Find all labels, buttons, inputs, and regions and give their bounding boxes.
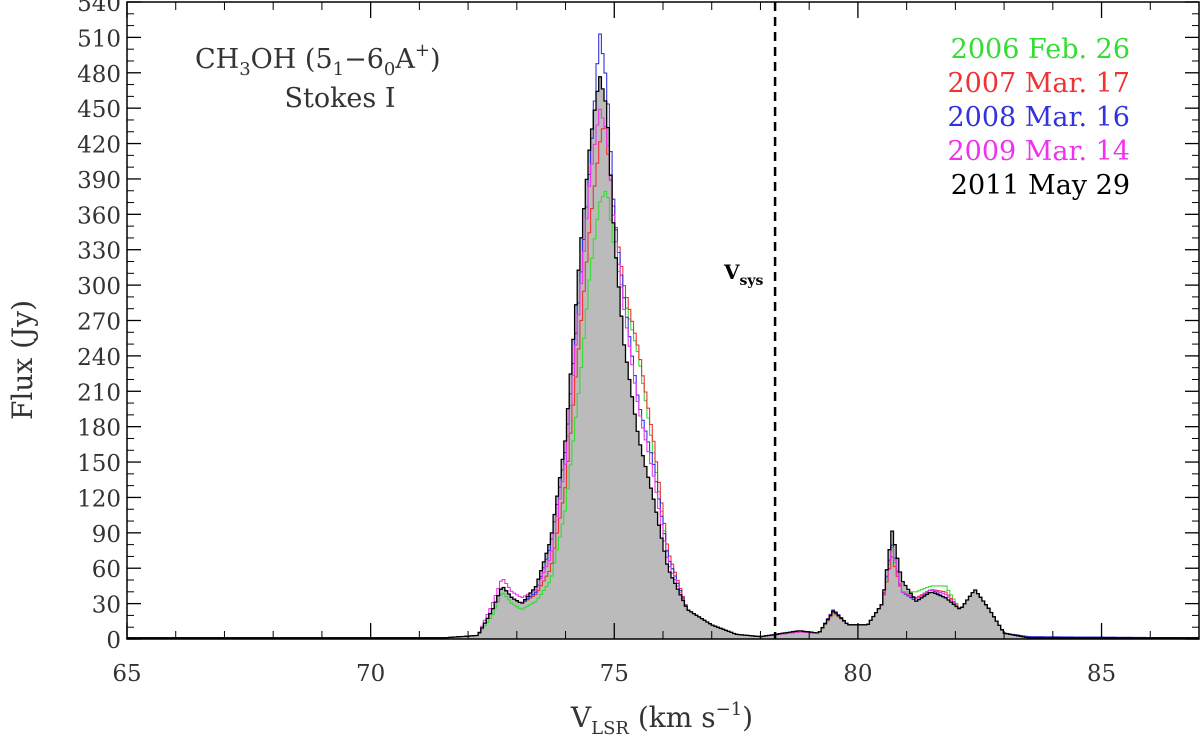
y-tick-label: 540	[77, 0, 121, 17]
title-sub-1: 1	[333, 59, 344, 80]
y-tick-label: 390	[77, 168, 121, 194]
y-tick-label: 240	[77, 345, 121, 371]
title-sub-3: 3	[239, 59, 250, 80]
title-sup-plus: +	[415, 40, 430, 61]
x-tick-label: 75	[600, 661, 629, 687]
y-axis-label: Flux (Jy)	[6, 300, 39, 420]
y-tick-label: 210	[77, 380, 121, 406]
title-sub-0: 0	[384, 59, 395, 80]
legend-entry-0: 2006 Feb. 26	[951, 34, 1130, 65]
series-line-4	[127, 76, 1199, 639]
title-a: A	[394, 44, 415, 75]
y-tick-label: 480	[77, 62, 121, 88]
vsys-label-v: V	[723, 260, 740, 284]
x-tick-label: 85	[1087, 661, 1116, 687]
chart-subtitle: Stokes I	[284, 83, 395, 114]
y-tick-label: 120	[77, 486, 121, 512]
y-tick-label: 510	[77, 26, 121, 52]
y-tick-label: 90	[92, 522, 121, 548]
chart-title: CH3OH (51−60A+)	[195, 40, 441, 80]
x-tick-label: 80	[843, 661, 872, 687]
legend-entry-1: 2007 Mar. 17	[947, 68, 1130, 99]
legend-entry-3: 2009 Mar. 14	[947, 136, 1130, 167]
y-tick-label: 300	[77, 274, 121, 300]
x-axis-label-v: V	[570, 701, 592, 734]
title-dash: −6	[344, 44, 384, 75]
x-tick-label: 65	[112, 661, 141, 687]
x-tick-label: 70	[356, 661, 385, 687]
x-axis-label-sup: −1	[716, 699, 743, 720]
x-axis-label-close: )	[742, 701, 753, 734]
x-axis-label-units: (km s	[629, 701, 716, 734]
title-ch: CH	[195, 44, 239, 75]
title-close: )	[430, 44, 441, 75]
tick-layer: 0306090120150180210240270300330360390420…	[77, 0, 1200, 687]
y-tick-label: 450	[77, 97, 121, 123]
y-tick-label: 420	[77, 133, 121, 159]
y-tick-label: 150	[77, 451, 121, 477]
y-tick-label: 360	[77, 203, 121, 229]
legend-entry-2: 2008 Mar. 16	[947, 102, 1130, 133]
y-tick-label: 330	[77, 239, 121, 265]
x-axis-label-sub: LSR	[591, 718, 629, 738]
title-oh: OH (5	[251, 44, 333, 75]
x-axis-label: VLSR (km s−1)	[570, 699, 753, 738]
y-tick-label: 180	[77, 416, 121, 442]
vsys-label-sub: sys	[740, 273, 764, 289]
vsys-label: Vsys	[723, 260, 764, 289]
y-tick-label: 0	[106, 628, 121, 654]
y-tick-label: 30	[92, 593, 121, 619]
y-tick-label: 60	[92, 557, 121, 583]
series-layer	[127, 33, 1199, 639]
legend-entry-4: 2011 May 29	[951, 170, 1130, 201]
y-tick-label: 270	[77, 310, 121, 336]
